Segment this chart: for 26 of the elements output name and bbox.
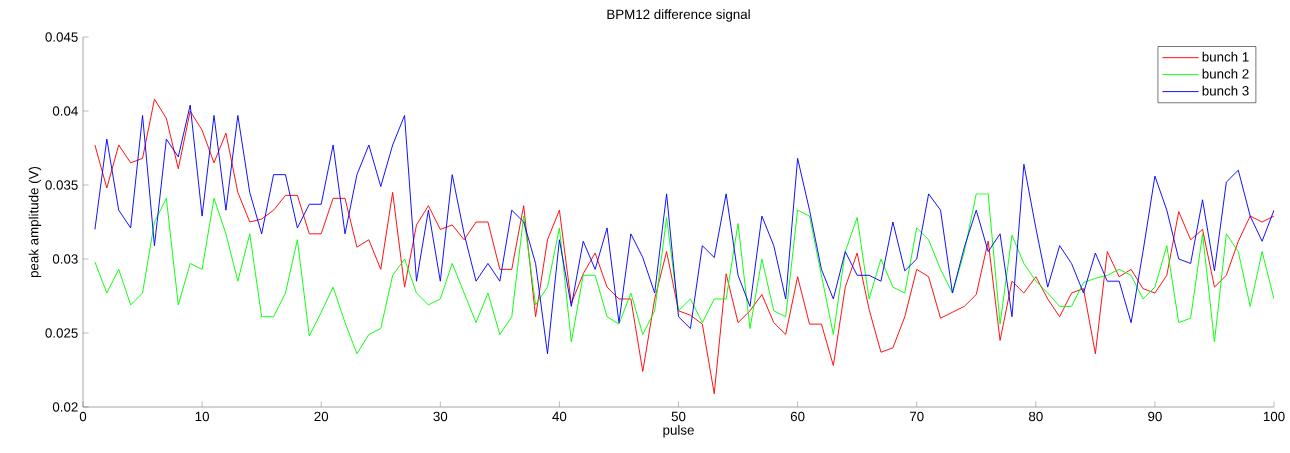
x-tick-label: 90 — [1148, 411, 1162, 422]
x-axis-title: pulse — [663, 424, 694, 438]
y-axis-title: peak amplitude (V) — [28, 166, 42, 278]
x-tick-label: 100 — [1263, 411, 1285, 422]
legend-label: bunch 3 — [1202, 85, 1249, 96]
x-tick-label: 10 — [195, 411, 209, 422]
y-tick-label: 0.025 — [45, 328, 78, 338]
x-tick-label: 80 — [1028, 411, 1043, 422]
x-tick-label: 50 — [671, 411, 686, 422]
x-tick-label: 30 — [433, 411, 448, 422]
y-tick-label: 0.045 — [45, 32, 78, 42]
legend-label: bunch 1 — [1202, 51, 1249, 62]
x-tick-label: 0 — [79, 411, 87, 422]
x-tick-label: 40 — [552, 411, 567, 422]
line-series — [94, 98, 1275, 395]
chart-title: BPM12 difference signal — [607, 9, 750, 22]
line-series — [94, 104, 1275, 355]
y-tick-label: 0.035 — [45, 180, 78, 190]
x-tick-label: 60 — [790, 411, 805, 422]
x-tick-label: 20 — [314, 411, 329, 422]
legend-label: bunch 2 — [1202, 68, 1249, 79]
line-series — [94, 193, 1275, 355]
x-tick-label: 70 — [909, 411, 924, 422]
y-tick-label: 0.04 — [52, 106, 78, 116]
y-tick-label: 0.03 — [52, 254, 78, 264]
y-tick-label: 0.02 — [52, 402, 78, 412]
